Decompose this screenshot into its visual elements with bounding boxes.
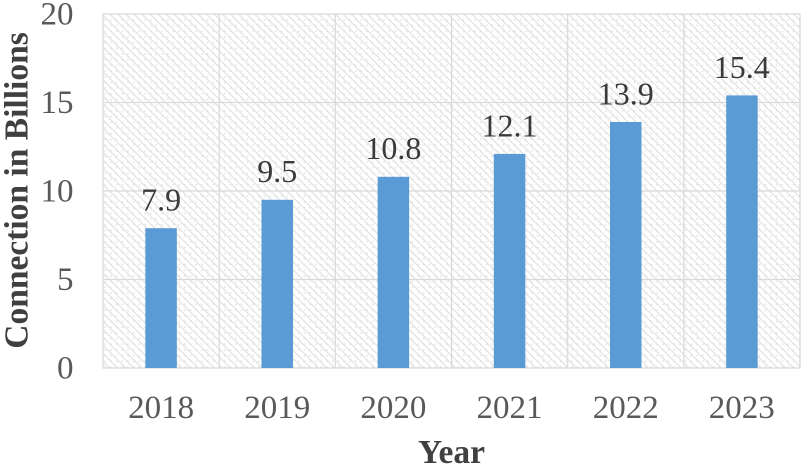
svg-text:12.1: 12.1 — [482, 107, 538, 143]
svg-text:2018: 2018 — [128, 390, 194, 426]
svg-text:15: 15 — [41, 85, 74, 121]
svg-text:2023: 2023 — [709, 390, 775, 426]
svg-text:0: 0 — [57, 351, 74, 387]
svg-text:Connection in Billions: Connection in Billions — [0, 32, 36, 348]
svg-text:Year: Year — [418, 434, 485, 467]
svg-text:5: 5 — [57, 262, 74, 298]
svg-text:9.5: 9.5 — [257, 153, 297, 189]
svg-text:20: 20 — [41, 0, 74, 33]
svg-text:10.8: 10.8 — [365, 130, 421, 166]
svg-text:2019: 2019 — [244, 390, 310, 426]
svg-text:10: 10 — [41, 174, 74, 210]
svg-text:2022: 2022 — [593, 390, 659, 426]
svg-text:2020: 2020 — [360, 390, 426, 426]
svg-text:15.4: 15.4 — [714, 49, 770, 85]
svg-text:7.9: 7.9 — [141, 182, 181, 218]
svg-text:2021: 2021 — [477, 390, 543, 426]
svg-text:13.9: 13.9 — [598, 75, 654, 111]
